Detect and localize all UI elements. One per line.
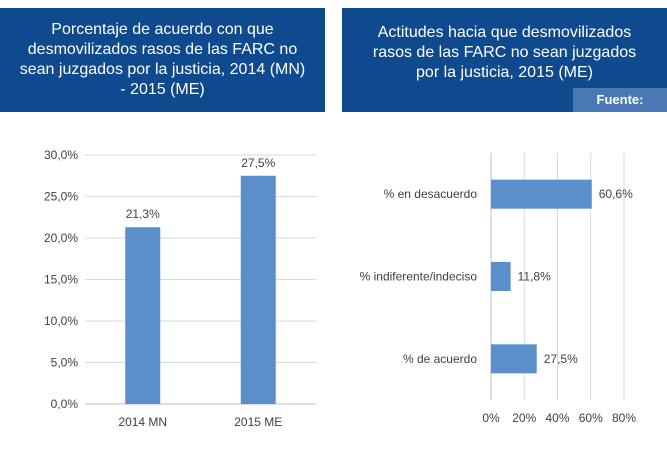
data-label: 27,5% — [544, 352, 578, 366]
x-tick-label: 80% — [612, 411, 636, 425]
y-tick-label: 30,0% — [44, 148, 78, 162]
bar — [125, 227, 161, 404]
data-label: 27,5% — [241, 156, 275, 170]
left-chart-title: Porcentaje de acuerdo con que desmoviliz… — [19, 21, 306, 98]
y-tick-label: 5,0% — [51, 356, 79, 370]
y-tick-label: 10,0% — [44, 314, 78, 328]
data-label: 21,3% — [126, 207, 160, 221]
data-label: 11,8% — [518, 270, 551, 284]
left-chart-header: Porcentaje de acuerdo con que desmoviliz… — [0, 8, 325, 112]
y-tick-label: 20,0% — [44, 231, 78, 245]
right-chart-title: Actitudes hacia que desmovilizados rasos… — [372, 24, 637, 81]
bar — [240, 175, 276, 404]
x-tick-label: 0% — [482, 411, 500, 425]
x-tick-label: 2015 ME — [234, 415, 282, 429]
source-badge: Fuente: LAPOP — [573, 88, 667, 131]
x-tick-label: 20% — [512, 411, 536, 425]
x-tick-label: 40% — [545, 411, 569, 425]
y-category-label: % en desacuerdo — [384, 187, 478, 201]
y-category-label: % de acuerdo — [403, 352, 477, 366]
y-tick-label: 0,0% — [51, 397, 79, 411]
y-tick-label: 25,0% — [44, 190, 78, 204]
bar — [491, 179, 592, 209]
x-tick-label: 60% — [579, 411, 603, 425]
bar — [491, 262, 511, 291]
data-label: 60,6% — [599, 187, 633, 201]
bar — [491, 344, 537, 374]
y-category-label: % indiferente/indeciso — [360, 270, 478, 284]
y-tick-label: 15,0% — [44, 273, 78, 287]
x-tick-label: 2014 MN — [118, 415, 167, 429]
